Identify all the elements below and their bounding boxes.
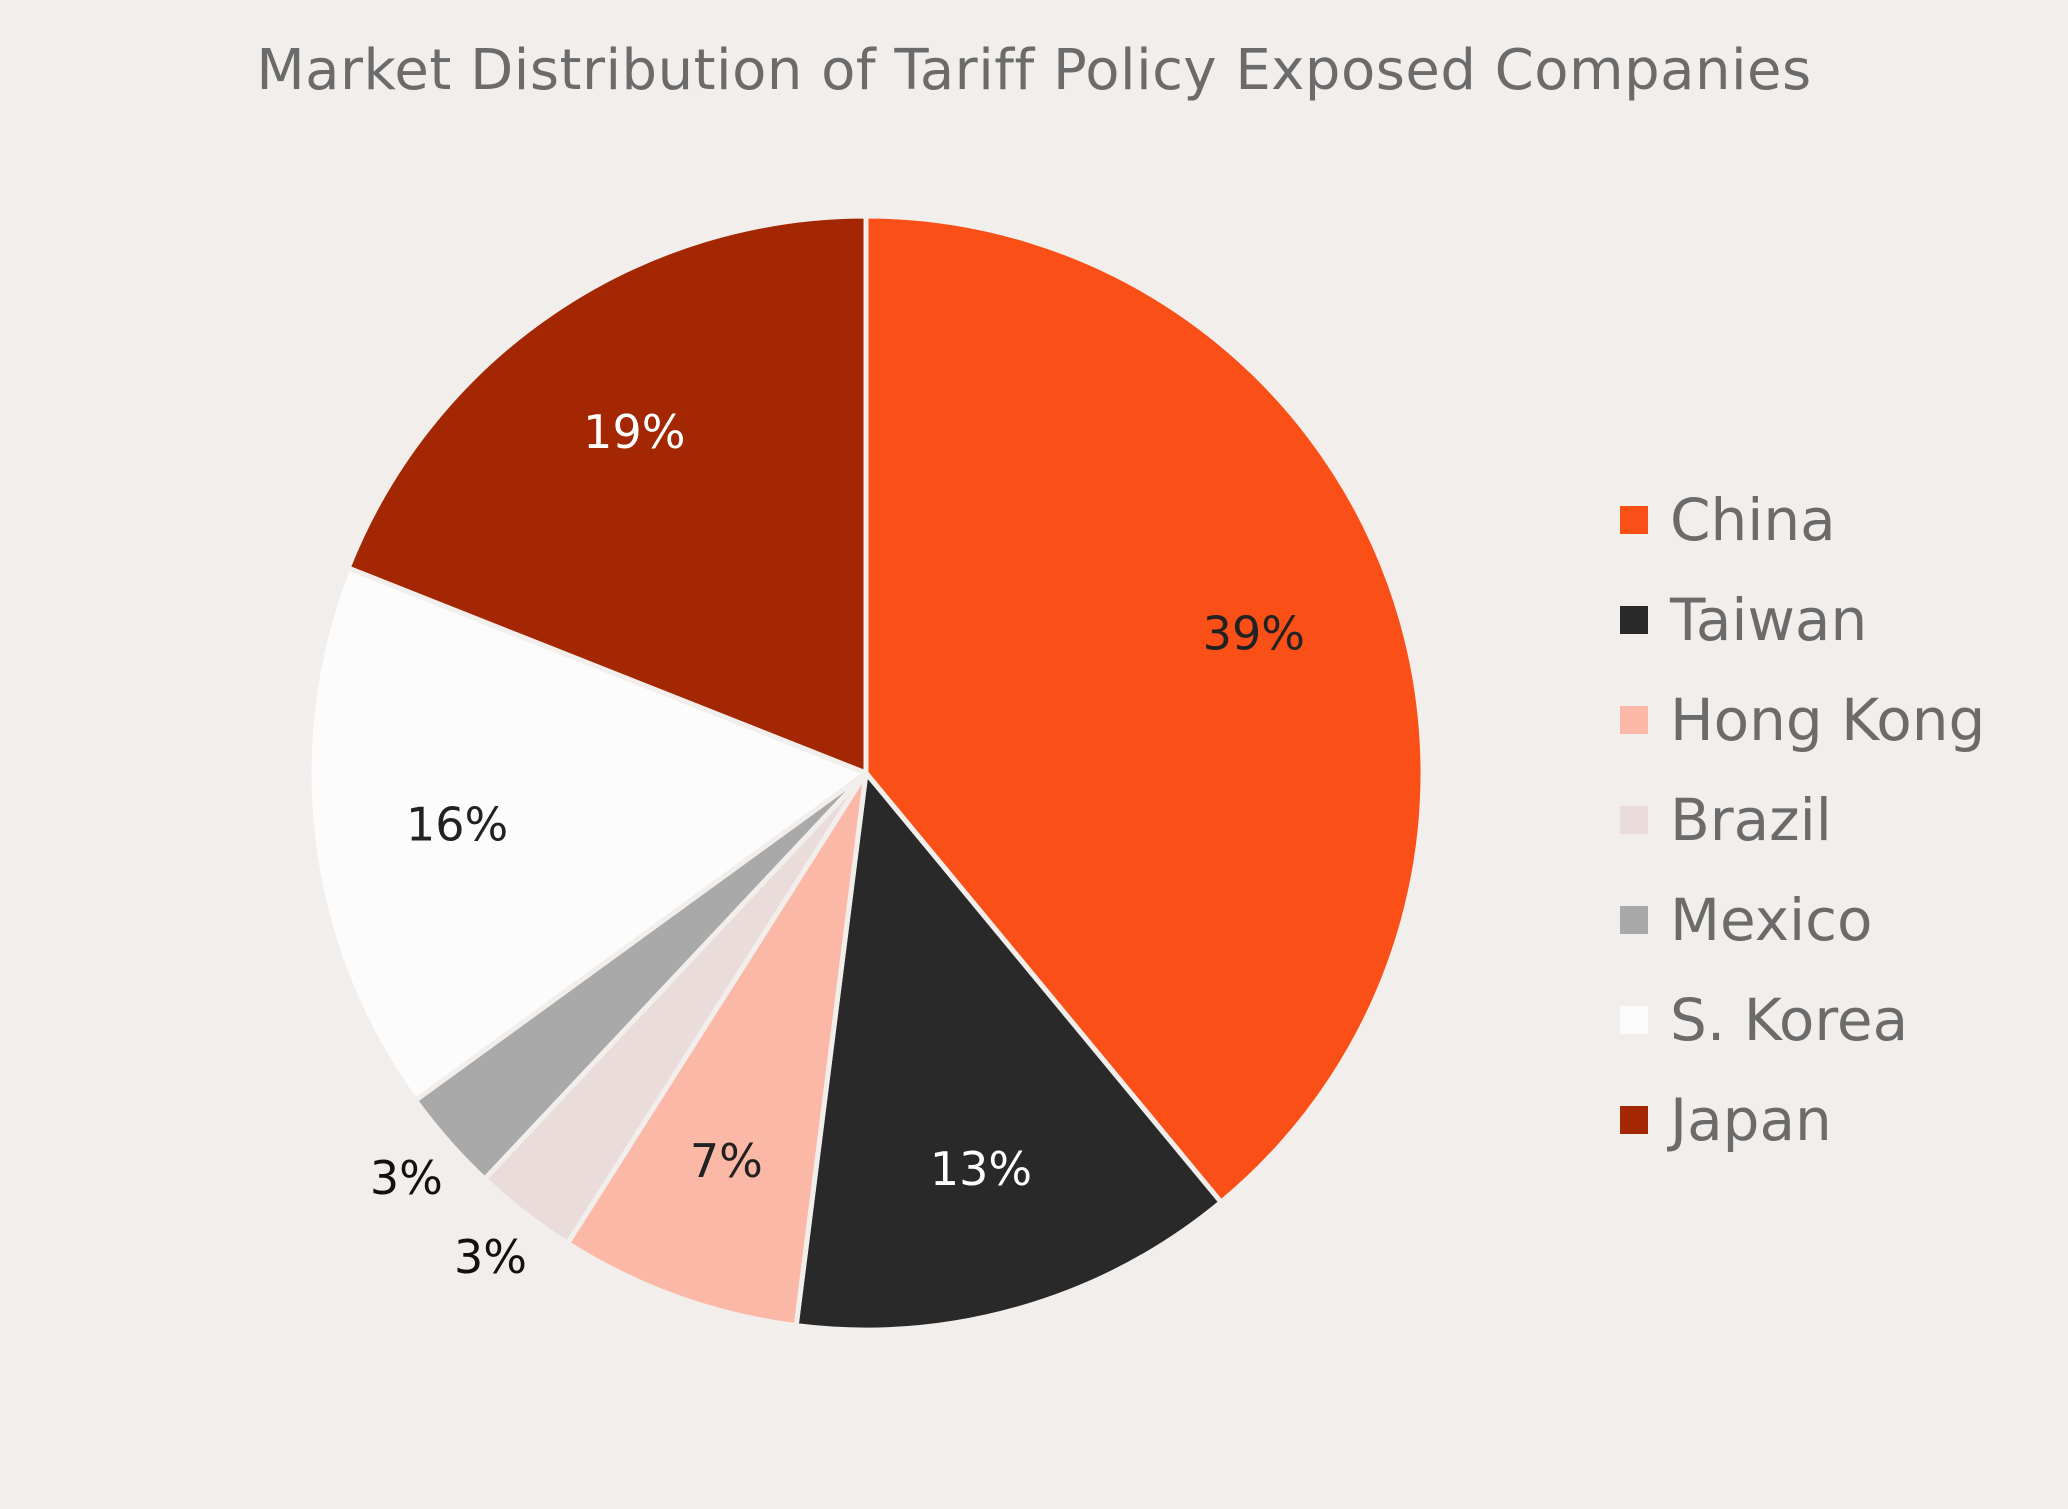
legend-item-s-korea: S. Korea [1620,970,1985,1070]
legend-label-taiwan: Taiwan [1670,586,1868,654]
legend-swatch-japan [1620,1106,1648,1134]
slice-label-s-korea: 16% [406,798,508,852]
legend-label-hong-kong: Hong Kong [1670,686,1986,754]
slice-label-hong-kong: 7% [690,1134,763,1188]
legend-swatch-china [1620,506,1648,534]
legend-label-japan: Japan [1670,1086,1832,1154]
pie-slice-s-korea [306,565,869,1103]
pie-slices [306,213,1426,1333]
legend-item-brazil: Brazil [1620,770,1985,870]
legend-item-mexico: Mexico [1620,870,1985,970]
legend: China Taiwan Hong Kong Brazil Mexico S. Korea… [1620,470,1985,1170]
pie-slice-labels: 39% 13% 7% 3%3% 16% 19% [370,405,1305,1284]
legend-label-mexico: Mexico [1670,886,1873,954]
slice-label-mexico: 3% [370,1151,443,1205]
legend-label-brazil: Brazil [1670,786,1832,854]
chart-title: Market Distribution of Tariff Policy Exp… [256,38,1812,103]
pie-slice-taiwan [793,770,1224,1333]
pie-slice-hong-kong [565,770,869,1329]
legend-item-japan: Japan [1620,1070,1985,1170]
legend-label-s-korea: S. Korea [1670,986,1909,1054]
legend-item-taiwan: Taiwan [1620,570,1985,670]
slice-label-taiwan: 13% [930,1142,1032,1196]
legend-swatch-s-korea [1620,1006,1648,1034]
legend-swatch-mexico [1620,906,1648,934]
pie-slice-china [863,213,1426,1205]
legend-label-china: China [1670,486,1836,554]
legend-item-china: China [1620,470,1985,570]
slice-label-china: 39% [1203,606,1305,660]
legend-item-hong-kong: Hong Kong [1620,670,1985,770]
pie-slice-japan [345,213,869,776]
legend-swatch-brazil [1620,806,1648,834]
slice-label-japan: 19% [583,405,685,459]
legend-swatch-taiwan [1620,606,1648,634]
legend-swatch-hong-kong [1620,706,1648,734]
slice-label-brazil: 3% [454,1230,527,1284]
